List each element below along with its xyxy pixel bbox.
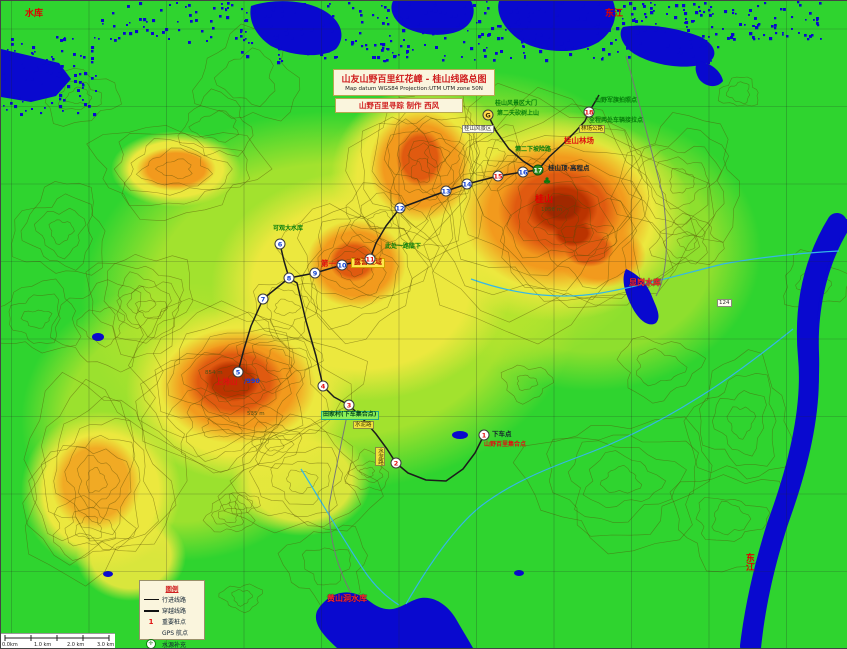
waypoint-marker-4[interactable]: 4 — [317, 380, 329, 392]
map-title: 山友山野百里红花嶂 - 桂山线路总图 — [341, 75, 487, 85]
label-dropoff: 下车点 — [492, 430, 512, 438]
milepost-number-icon: 1 — [148, 617, 154, 626]
tag-scenic-area: 桂山风景区 — [462, 125, 494, 134]
waypoint-marker-10[interactable]: 10 — [336, 259, 348, 271]
tag-cement-road-2: 水泥路 — [375, 447, 386, 466]
waypoint-marker-8[interactable]: 8 — [283, 272, 295, 284]
legend-row-water: ✛ 水源补充 — [143, 639, 201, 649]
legend-label: 水源补充 — [162, 641, 187, 649]
waypoint-marker-1[interactable]: 1 — [478, 429, 490, 441]
route-line-icon — [143, 599, 159, 600]
road-layer — [328, 55, 667, 594]
elev-535: 535 m — [247, 411, 265, 417]
note-steep-down: 此处一路陡下 — [385, 243, 422, 250]
waypoint-marker-13[interactable]: 13 — [440, 185, 452, 197]
waypoint-marker-11[interactable]: 11 — [364, 253, 376, 265]
waypoint-marker-14[interactable]: 14 — [461, 178, 473, 190]
reservoir-label-south: 黄山洞水库 — [327, 594, 367, 603]
scale-label: 0.0km — [2, 642, 18, 648]
peak-label-guishan: 桂山 — [535, 195, 554, 205]
tag-forest-road: 林场公路 — [579, 125, 606, 134]
map-credit-box: 山野百里寻踪 制作 西风 — [335, 98, 463, 113]
note-day2-climb: 第二天砍树上山 — [497, 110, 540, 117]
waypoint-marker-G[interactable]: G — [482, 109, 494, 121]
legend-label: 行进线路 — [162, 597, 187, 604]
elev-shangpaishan: 854 m — [205, 370, 223, 376]
waypoint-marker-9[interactable]: 9 — [309, 267, 321, 279]
map-credit: 山野百里寻踪 制作 西风 — [358, 101, 440, 110]
waypoint-marker-16[interactable]: 16 — [517, 166, 529, 178]
river-label-east: 东江 — [743, 553, 754, 571]
scale-ticks — [4, 635, 110, 641]
label-day1: 第一天 — [321, 259, 344, 268]
reservoir-label-xiangang: 显岗水库 — [629, 278, 661, 287]
note-flag-photo: 山野军旗拍照点 — [595, 97, 638, 104]
label-start-point: 山野百里集合点 — [484, 441, 527, 448]
waypoint-marker-2[interactable]: 2 — [390, 457, 402, 469]
elevation-layer — [21, 71, 761, 601]
reservoir-label-nw: 水库 — [25, 9, 44, 19]
scale-label: 1.0 km — [34, 642, 52, 648]
scale-label: 2.0 km — [67, 642, 85, 648]
scale-bar: 0.0km 1.0 km 2.0 km 3.0 km — [1, 633, 115, 648]
legend-row-route: 行进线路 — [143, 595, 201, 604]
label-summit-point: 桂山顶·高程点 — [548, 164, 590, 172]
waypoint-marker-7[interactable]: 7 — [257, 293, 269, 305]
stream-layer — [300, 250, 840, 606]
legend-label: 重要桩点 — [162, 619, 187, 626]
legend-label: GPS 航点 — [162, 630, 188, 637]
river-label-top: 东江 — [605, 9, 624, 19]
grid-tag-124: 124 — [717, 299, 732, 308]
note-car-pickup: 全程两处车辆接拉点 — [589, 117, 644, 124]
map-datum-line: Map datum WGS84 Projection:UTM UTM zone … — [345, 86, 483, 92]
note-view-reservoir: 可观大水库 — [273, 225, 304, 232]
label-forest-farm: 桂山林场 — [564, 136, 594, 145]
waypoint-marker-18[interactable]: 18 — [583, 106, 595, 118]
waypoint-marker-15[interactable]: 15 — [492, 170, 504, 182]
waypoint-marker-12[interactable]: 12 — [394, 202, 406, 214]
legend-box: 图例 行进线路 穿越线路 1 重要桩点 GPS 航点 ✛ 水源补充 — [139, 580, 205, 648]
legend-row-traverse: 穿越线路 — [143, 606, 201, 615]
scale-label: 3.0 km — [97, 642, 115, 648]
legend-label: 穿越线路 — [162, 608, 187, 615]
note-park-gate: 桂山风景区大门 — [495, 100, 538, 107]
waypoint-marker-3[interactable]: 3 — [343, 399, 355, 411]
tag-village-meet: 田家村(下车集合点) — [321, 411, 379, 420]
peak-label-shangpaishan: 上排山 — [215, 377, 238, 386]
legend-title: 图例 — [165, 585, 179, 593]
traverse-line-icon — [143, 609, 159, 612]
tree-icon: ♣ — [542, 177, 552, 187]
elev-guishan: 1056 m — [541, 207, 563, 213]
waypoint-marker-5[interactable]: 5 — [232, 366, 244, 378]
note-steep-descent: 第二下坡险路 — [515, 146, 552, 153]
waypoint-marker-17[interactable]: 17 — [532, 164, 544, 176]
waypoint-marker-6[interactable]: 6 — [274, 238, 286, 250]
gps-elev-shangpaishan: /990 — [244, 377, 260, 385]
legend-row-milepost: 1 重要桩点 — [143, 617, 201, 627]
map-title-box: 山友山野百里红花嶂 - 桂山线路总图 Map datum WGS84 Proje… — [333, 69, 495, 96]
tag-cement-road-1: 水泥路 — [353, 421, 374, 430]
speckle-layer — [3, 1, 822, 117]
legend-row-gps: GPS 航点 — [143, 628, 201, 637]
compass-icon: ✛ — [143, 639, 159, 648]
